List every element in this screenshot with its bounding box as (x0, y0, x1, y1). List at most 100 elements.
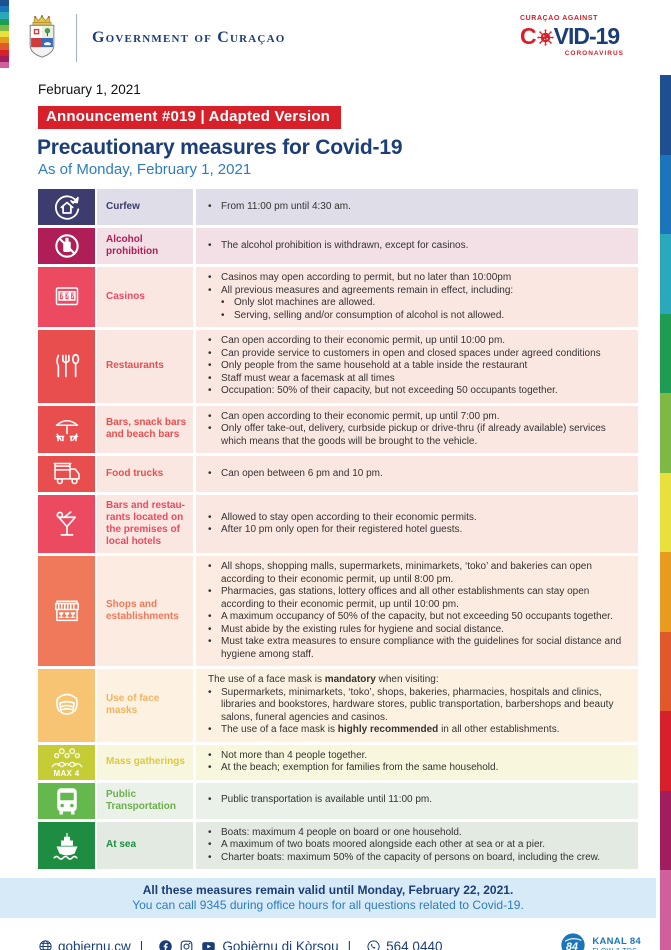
max-4-label: MAX 4 (53, 768, 80, 778)
bullet-marker (208, 624, 221, 637)
measure-text: From 11:00 pm until 4:30 am. (221, 200, 351, 212)
page-title: Precautionary measures for Covid-19 (37, 136, 403, 159)
svg-text:84: 84 (566, 941, 578, 950)
measure-bullet: Charter boats: maximum 50% of the capaci… (208, 852, 630, 865)
measure-text: Can open according to their economic per… (221, 335, 506, 346)
color-segment (0, 12, 9, 19)
group-max4-icon: MAX 4 (38, 744, 95, 780)
bus-icon (38, 782, 95, 819)
bullet-marker (208, 839, 221, 852)
measure-row-hotel-bars-restaurants: Bars and restau- rants located on the pr… (38, 495, 638, 553)
measure-bullet: Can open according to their economic per… (208, 411, 630, 424)
measure-text: A maximum of two boats moored alongside … (221, 839, 546, 850)
measure-bullet: Not more than 4 people together. (208, 750, 630, 763)
measure-row-restaurants: Restaurants Can open according to their e… (38, 330, 638, 403)
measure-bullet: All shops, shopping malls, supermarkets,… (208, 561, 630, 586)
hotline-text: You can call 9345 during office hours fo… (132, 898, 524, 912)
measure-label: Alcohol prohibition (97, 228, 193, 264)
divider (348, 939, 352, 950)
bullet-marker (208, 272, 221, 285)
measure-label: Casinos (97, 267, 193, 327)
measure-row-face-masks: Use of face masks The use of a face mask … (38, 669, 638, 742)
measure-content: The use of a face mask is mandatory when… (196, 669, 638, 742)
measure-bullet: Can open according to their economic per… (208, 335, 630, 348)
measure-text: Supermarkets, minimarkets, ‘toko’, shops… (221, 686, 614, 723)
color-segment (0, 49, 9, 56)
measure-text: Casinos may open according to permit, bu… (221, 272, 512, 283)
measure-content: Allowed to stay open according to their … (196, 495, 638, 553)
color-segment (660, 552, 671, 632)
bullet-marker (208, 762, 221, 775)
color-segment (0, 0, 9, 7)
bullet-marker (208, 561, 221, 586)
alcohol-prohibition-icon (38, 228, 95, 264)
covid19-logo: CURAÇAO AGAINST C (520, 15, 624, 57)
divider (140, 939, 144, 950)
measure-text: Pharmacies, gas stations, lottery office… (221, 586, 590, 610)
bullet-marker (208, 611, 221, 624)
color-segment (0, 6, 9, 13)
measure-bullet: Supermarkets, minimarkets, ‘toko’, shops… (208, 687, 630, 725)
measure-row-shops-establishments: Shops and establishments All shops, shopp… (38, 556, 638, 666)
covid-logo-c: C (520, 23, 537, 49)
measure-row-at-sea: At sea Boats: maximum 4 people on board o… (38, 821, 638, 869)
measure-bullet: Can open between 6 pm and 10 pm. (208, 468, 630, 481)
svg-text:7: 7 (71, 294, 75, 300)
measure-label: Use of face masks (97, 669, 193, 742)
bullet-marker (221, 297, 234, 310)
measure-text: All previous measures and agreements rem… (221, 284, 514, 296)
measure-text: Occupation: 50% of their capacity, but n… (221, 385, 558, 396)
instagram-icon[interactable] (179, 939, 194, 950)
measure-row-food-trucks: Food trucks Can open between 6 pm and 10 … (38, 456, 638, 492)
bullet-marker (208, 794, 221, 807)
facebook-icon[interactable] (158, 939, 173, 950)
bullet-marker (208, 687, 221, 725)
kanal84-text: KANAL 84 FLOW & TDS (592, 937, 641, 950)
color-segment (0, 18, 9, 25)
color-segment (0, 61, 9, 69)
color-segment (660, 870, 671, 950)
website-link[interactable]: gobiernu.cw (58, 938, 131, 950)
color-segment (0, 24, 9, 31)
measure-text: At the beach; exemption for families fro… (221, 762, 499, 773)
government-name: Government of Curaçao (92, 28, 286, 46)
measure-content: Not more than 4 people together.At the b… (196, 744, 638, 780)
measure-label: At sea (97, 821, 193, 869)
date: February 1, 2021 (38, 82, 141, 97)
measure-content: Boats: maximum 4 people on board or one … (196, 821, 638, 869)
measure-bullet: Only people from the same household at a… (208, 360, 630, 373)
whatsapp-icon[interactable] (366, 939, 381, 950)
virus-icon (536, 29, 554, 46)
measure-bullet: Pharmacies, gas stations, lottery office… (208, 586, 630, 611)
measure-content: Can open according to their economic per… (196, 330, 638, 403)
measure-text: Staff must wear a facemask at all times (221, 372, 395, 384)
measure-bullet: The use of a face mask is highly recomme… (208, 724, 630, 737)
measure-label: Shops and establishments (97, 556, 193, 666)
storefront-icon (38, 556, 95, 666)
measure-text: A maximum occupancy of 50% of the capaci… (221, 611, 613, 622)
food-truck-icon (38, 456, 95, 492)
kanal84-logo: 84 KANAL 84 FLOW & TDS (559, 932, 641, 950)
curacao-coat-of-arms-icon (22, 13, 62, 63)
kanal84-bubble-icon: 84 (561, 933, 585, 950)
measure-content: From 11:00 pm until 4:30 am. (196, 189, 638, 225)
phone-number[interactable]: 564 0440 (386, 938, 443, 950)
validity-text: All these measures remain valid until Mo… (142, 883, 514, 897)
measure-content: Public transportation is available until… (196, 782, 638, 819)
measure-content: Casinos may open according to permit, bu… (196, 267, 638, 327)
youtube-icon[interactable] (200, 939, 217, 950)
cocktail-icon (38, 495, 95, 553)
bullet-marker (208, 423, 221, 448)
measure-text: Can provide service to customers in open… (221, 347, 601, 359)
svg-text:7: 7 (65, 294, 69, 300)
kanal84-name: KANAL 84 (592, 935, 641, 947)
measure-text: Only offer take-out, delivery, curbside … (221, 423, 606, 447)
measure-label: Bars and restau- rants located on the pr… (97, 495, 193, 553)
measure-label: Public Transportation (97, 782, 193, 819)
measure-content: Can open according to their economic per… (196, 405, 638, 453)
measure-bullet: All previous measures and agreements rem… (208, 285, 630, 298)
header-divider (76, 13, 77, 62)
bullet-marker (208, 750, 221, 763)
ship-icon (38, 821, 95, 869)
bullet-marker (208, 852, 221, 865)
